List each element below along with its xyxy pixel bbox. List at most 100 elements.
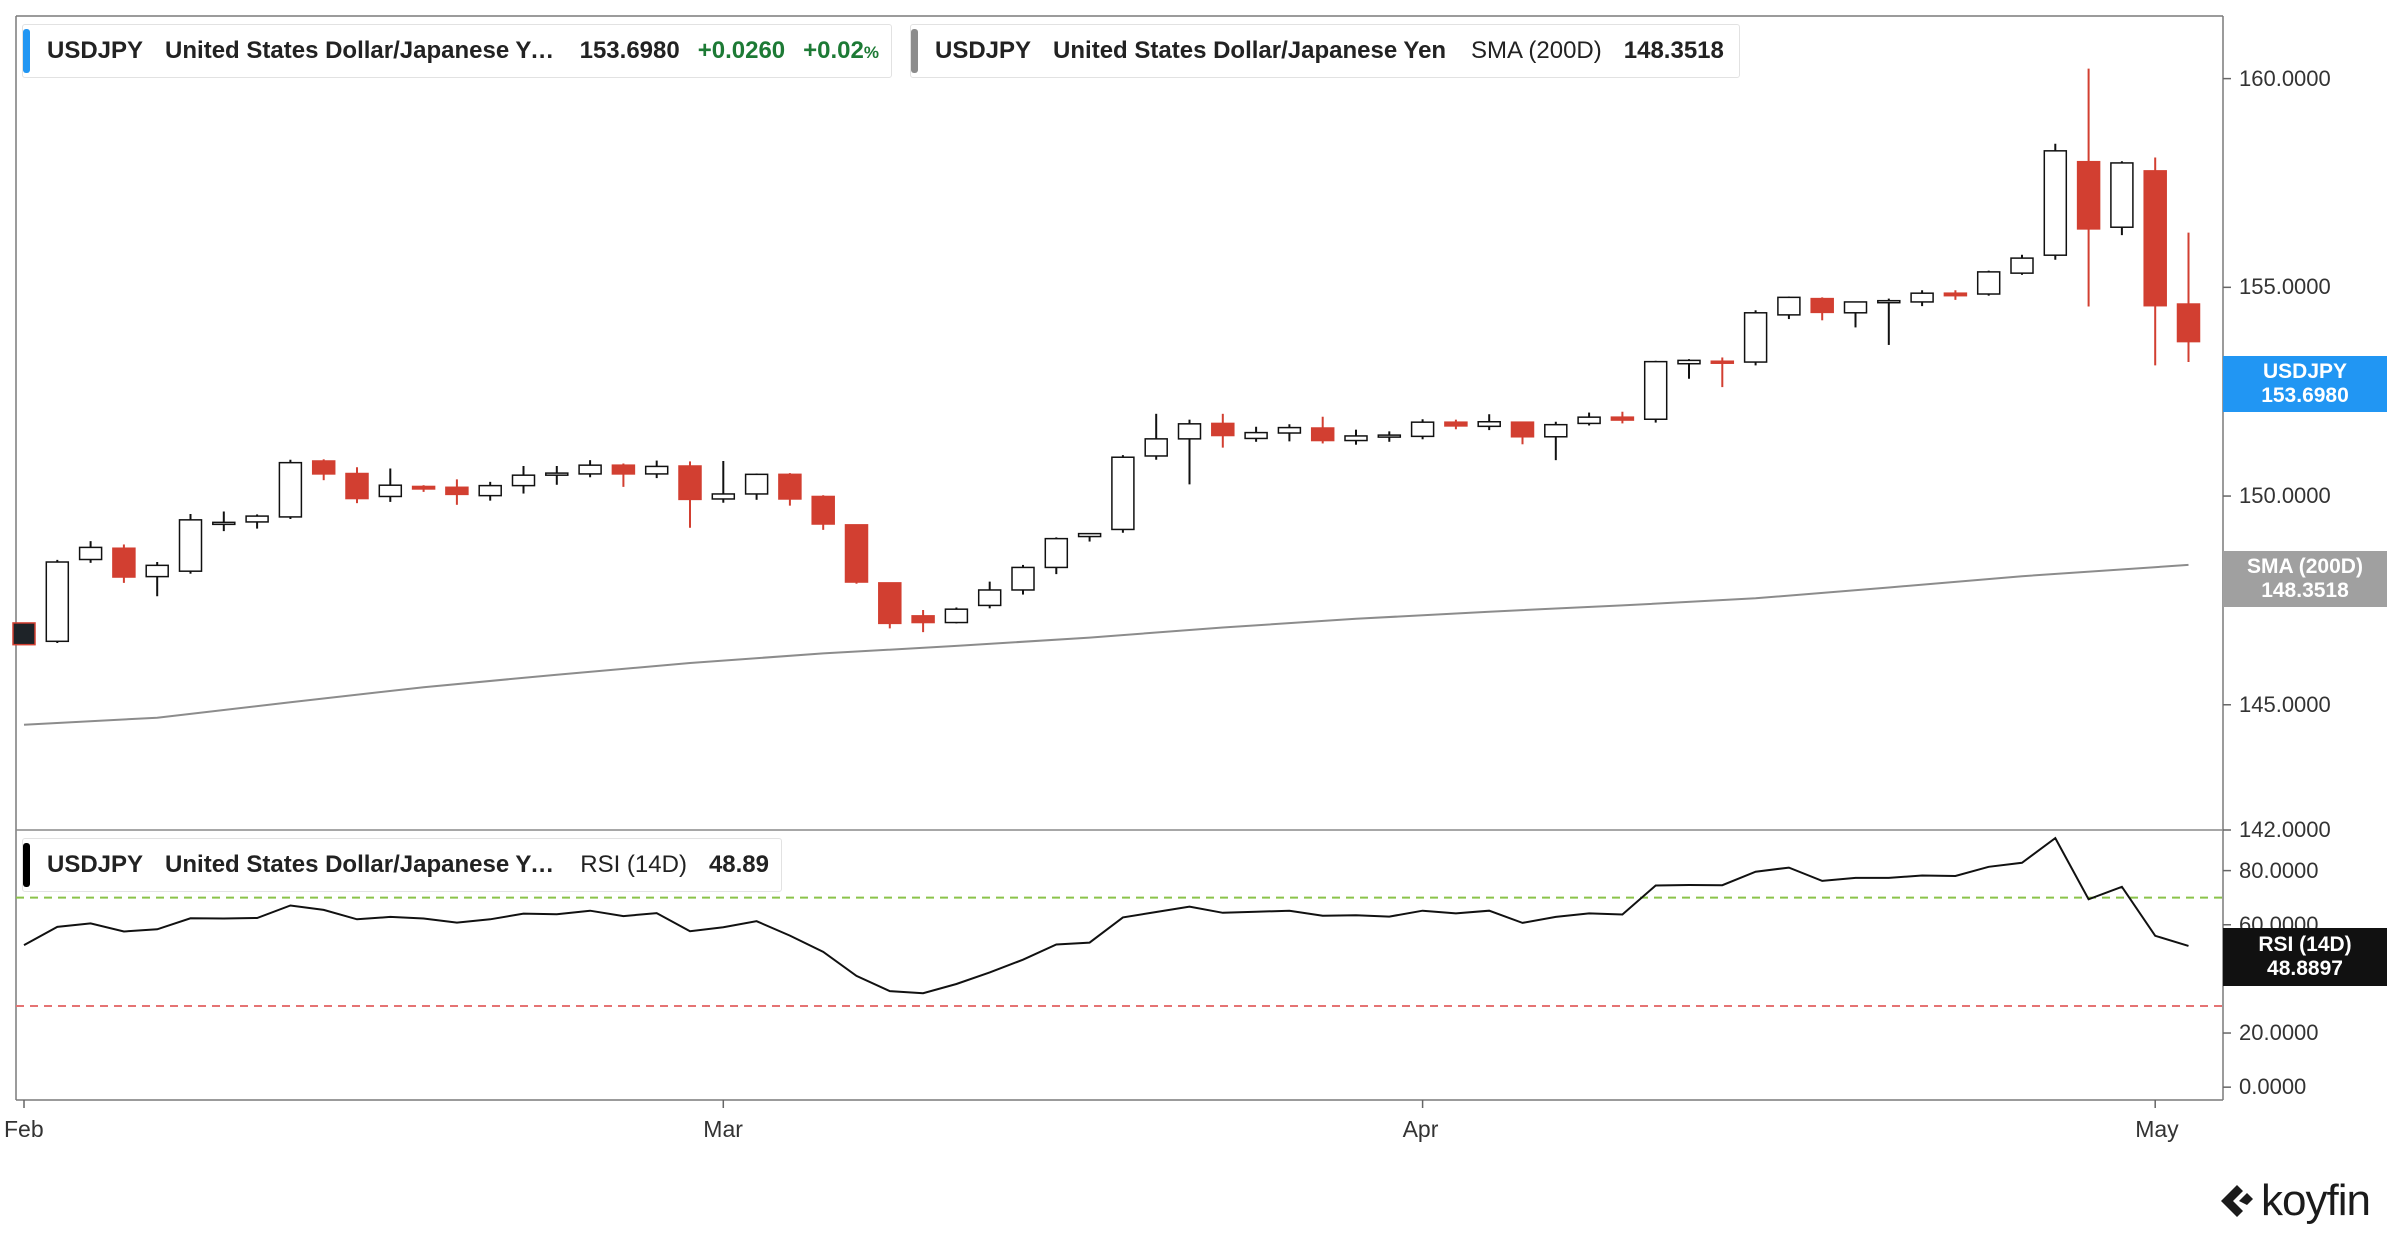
rsi-legend-indicator: RSI (14D) xyxy=(580,851,687,878)
candle-body xyxy=(511,474,536,487)
candle-body xyxy=(378,484,403,498)
rsi-legend[interactable]: USDJPY United States Dollar/Japanese Yen… xyxy=(22,838,782,892)
candle-body xyxy=(2110,162,2134,228)
price-y-tick-label: 145.0000 xyxy=(2239,691,2331,717)
candle-body xyxy=(1077,532,1102,538)
candle-body xyxy=(545,472,569,476)
sma-badge-label: SMA (200D) xyxy=(2247,555,2363,578)
price-legend-symbol: USDJPY xyxy=(47,37,144,64)
candle-body xyxy=(12,622,36,646)
rsi-y-tick-label: 20.0000 xyxy=(2239,1020,2319,1046)
rsi-badge-value: 48.8897 xyxy=(2267,957,2343,980)
candle-body xyxy=(1377,434,1402,438)
candle-body xyxy=(1144,438,1168,457)
rsi-y-tick-label: 0.0000 xyxy=(2239,1074,2307,1100)
candle-body xyxy=(1577,416,1601,425)
candle-body xyxy=(844,524,869,583)
price-y-tick-label: 142.0000 xyxy=(2239,817,2331,842)
candle-body xyxy=(178,519,203,572)
candle-body xyxy=(212,521,236,526)
candle-body xyxy=(245,515,269,523)
price-badge-symbol: USDJPY xyxy=(2262,360,2348,383)
candle-body xyxy=(1111,456,1135,531)
koyfin-logo-icon xyxy=(2221,1185,2254,1217)
candle-body xyxy=(2176,303,2201,343)
rsi-badge: RSI (14D) 48.8897 xyxy=(2223,928,2387,986)
candle-body xyxy=(1777,296,1801,316)
candle-body xyxy=(578,464,602,475)
x-tick-label: Apr xyxy=(1402,1116,1439,1142)
candle-body xyxy=(1877,299,1901,304)
sma-legend-value: 148.3518 xyxy=(1623,37,1724,64)
koyfin-logo-text: koyfin xyxy=(2261,1176,2371,1225)
candle-body xyxy=(878,582,902,625)
rsi-legend-color xyxy=(23,843,30,887)
candle-body xyxy=(1177,423,1202,440)
sma-badge-value: 148.3518 xyxy=(2261,579,2349,602)
candle-body xyxy=(944,608,969,624)
x-tick-label: May xyxy=(2135,1116,2179,1142)
candle-body xyxy=(977,589,1002,607)
x-tick-label: Feb xyxy=(4,1116,44,1142)
candle-body xyxy=(1277,426,1302,434)
candle-body xyxy=(711,493,736,500)
rsi-legend-value: 48.89 xyxy=(708,851,769,878)
candle-body xyxy=(1011,566,1035,591)
price-y-tick-label: 155.0000 xyxy=(2239,274,2331,300)
candle-body xyxy=(478,484,502,497)
price-legend-last: 153.6980 xyxy=(579,37,680,64)
candle-body xyxy=(611,464,636,475)
candle-body xyxy=(1444,421,1468,427)
price-badge-value: 153.6980 xyxy=(2261,384,2349,407)
candle-body xyxy=(411,485,436,490)
rsi-legend-name: United States Dollar/Japanese Yen xyxy=(165,851,557,878)
sma-legend-color xyxy=(911,29,918,73)
candle-body xyxy=(2143,170,2167,307)
price-legend[interactable]: USDJPY United States Dollar/Japanese Yen… xyxy=(22,24,892,78)
candle-body xyxy=(1710,360,1735,364)
candle-body xyxy=(1211,422,1235,437)
price-badge: USDJPY 153.6980 xyxy=(2223,356,2387,412)
price-legend-color xyxy=(23,29,30,73)
candle-body xyxy=(778,473,802,500)
price-y-tick-label: 150.0000 xyxy=(2239,483,2331,509)
price-legend-change-pct: +0.02% xyxy=(803,37,879,65)
candle-body xyxy=(2043,150,2068,256)
sma-badge: SMA (200D) 148.3518 xyxy=(2223,551,2387,607)
candle-body xyxy=(78,546,103,561)
candle-body xyxy=(1910,292,1934,303)
candle-body xyxy=(1643,360,1668,420)
candle-body xyxy=(2010,257,2034,274)
candle-body xyxy=(1843,301,1868,314)
sma-legend-symbol: USDJPY xyxy=(935,37,1032,64)
candle-body xyxy=(644,465,669,475)
candle-body xyxy=(145,564,169,578)
candle-body xyxy=(1477,420,1501,428)
rsi-legend-symbol: USDJPY xyxy=(47,851,144,878)
candle-body xyxy=(1610,416,1635,421)
rsi-badge-label: RSI (14D) xyxy=(2258,933,2352,956)
candle-body xyxy=(1544,423,1568,438)
sma-legend-name: United States Dollar/Japanese Yen xyxy=(1053,37,1447,64)
candle-body xyxy=(678,465,702,501)
price-legend-change-pct-value: +0.02 xyxy=(803,37,864,64)
candle-body xyxy=(278,461,303,518)
candle-body xyxy=(1410,421,1435,438)
candle-body xyxy=(1943,292,1968,297)
candle-body xyxy=(911,615,935,624)
sma-legend-indicator: SMA (200D) xyxy=(1471,37,1602,64)
rsi-y-tick-label: 80.0000 xyxy=(2239,857,2319,883)
candle-body xyxy=(1810,297,1834,314)
sma-legend[interactable]: USDJPY United States Dollar/Japanese Yen… xyxy=(910,24,1740,78)
candle-body xyxy=(1244,431,1268,440)
candle-body xyxy=(1976,271,2001,295)
candle-body xyxy=(345,472,369,500)
price-legend-name: United States Dollar/Japanese Yen xyxy=(165,37,558,64)
price-legend-pct-unit: % xyxy=(863,43,879,62)
candle-body xyxy=(744,473,769,495)
candle-body xyxy=(112,547,136,578)
candle-body xyxy=(811,495,835,525)
x-tick-label: Mar xyxy=(703,1116,743,1142)
